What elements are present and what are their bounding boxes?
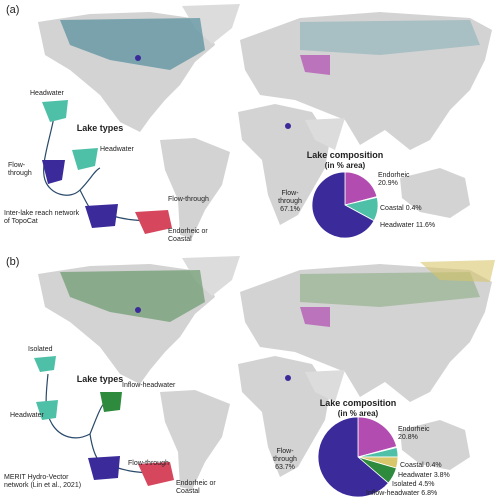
slice-value: 0.4% [425, 462, 442, 469]
slice-value: 20.9% [378, 180, 398, 187]
diagram-label: Flow-through [8, 162, 32, 177]
slice-label: Inflow-headwater 6.8% [366, 490, 437, 498]
slice-value: 0.4% [405, 205, 422, 212]
panel-label: (b) [6, 256, 20, 268]
slice-category: Endorheic [398, 426, 430, 433]
slice-category: Flow-through [273, 448, 297, 463]
diagram-label: Headwater [10, 412, 44, 419]
panel-label: (a) [6, 4, 20, 16]
slice-category: Inflow-headwater [366, 490, 420, 497]
pie-slice [311, 171, 375, 239]
pie-subtitle: (in % area) [337, 409, 379, 418]
pies [311, 171, 399, 498]
slice-label: Headwater 11.6% [380, 222, 435, 230]
diagram-label: Headwater [100, 146, 134, 153]
pie-subtitle: (in % area) [324, 161, 366, 170]
diagram-label: Endorheic or Coastal [176, 480, 216, 495]
slice-value: 20.8% [398, 434, 418, 441]
slice-label: Endorheic 20.8% [398, 426, 430, 442]
diagram-label: Isolated [28, 346, 53, 353]
diagram-label: Flow-through [168, 196, 209, 203]
slice-value: 3.8% [433, 472, 450, 479]
slice-category: Headwater [380, 222, 414, 229]
slice-value: 63.7% [275, 464, 295, 471]
slice-value: 6.8% [421, 490, 438, 497]
slice-label: Headwater 3.8% [398, 472, 450, 480]
map-a [38, 4, 492, 238]
slice-category: Isolated [392, 481, 417, 488]
diagram-label: Endorheic or Coastal [168, 228, 208, 243]
lake-types-title: Lake types [76, 374, 124, 384]
map-b [38, 256, 495, 490]
slice-label: Isolated 4.5% [392, 481, 434, 489]
slice-value: 4.5% [418, 481, 435, 488]
pie-slice [344, 171, 378, 206]
pie-title: Lake composition [319, 398, 397, 408]
diagram-label: Flow-through [128, 460, 169, 467]
slice-category: Coastal [380, 205, 404, 212]
diagram-b [45, 373, 161, 475]
slice-category: Flow-through [278, 190, 302, 205]
slice-label: Endorheic 20.9% [378, 172, 410, 188]
slice-label: Coastal 0.4% [380, 205, 422, 213]
slice-label: Flow-through 63.7% [265, 448, 305, 472]
slice-category: Coastal [400, 462, 424, 469]
slice-label: Coastal 0.4% [400, 462, 442, 470]
diagram-a-shapes [42, 100, 172, 234]
lake-types-title: Lake types [76, 123, 124, 133]
diagram-label: Inter-lake reach network of TopoCat [4, 210, 80, 225]
slice-category: Endorheic [378, 172, 410, 179]
diagram-label: MERIT Hydro-Vector network (Lin et al., … [4, 474, 82, 489]
diagram-label: Inflow-headwater [122, 382, 176, 389]
pie-slice [357, 416, 398, 458]
slice-category: Headwater [398, 472, 432, 479]
diagram-label: Headwater [30, 90, 64, 97]
slice-label: Flow-through 67.1% [270, 190, 310, 214]
pie-title: Lake composition [306, 150, 384, 160]
diagram-b-shapes [34, 356, 174, 486]
pie-slice [317, 416, 389, 498]
slice-value: 11.6% [415, 222, 436, 229]
slice-value: 67.1% [280, 206, 300, 213]
